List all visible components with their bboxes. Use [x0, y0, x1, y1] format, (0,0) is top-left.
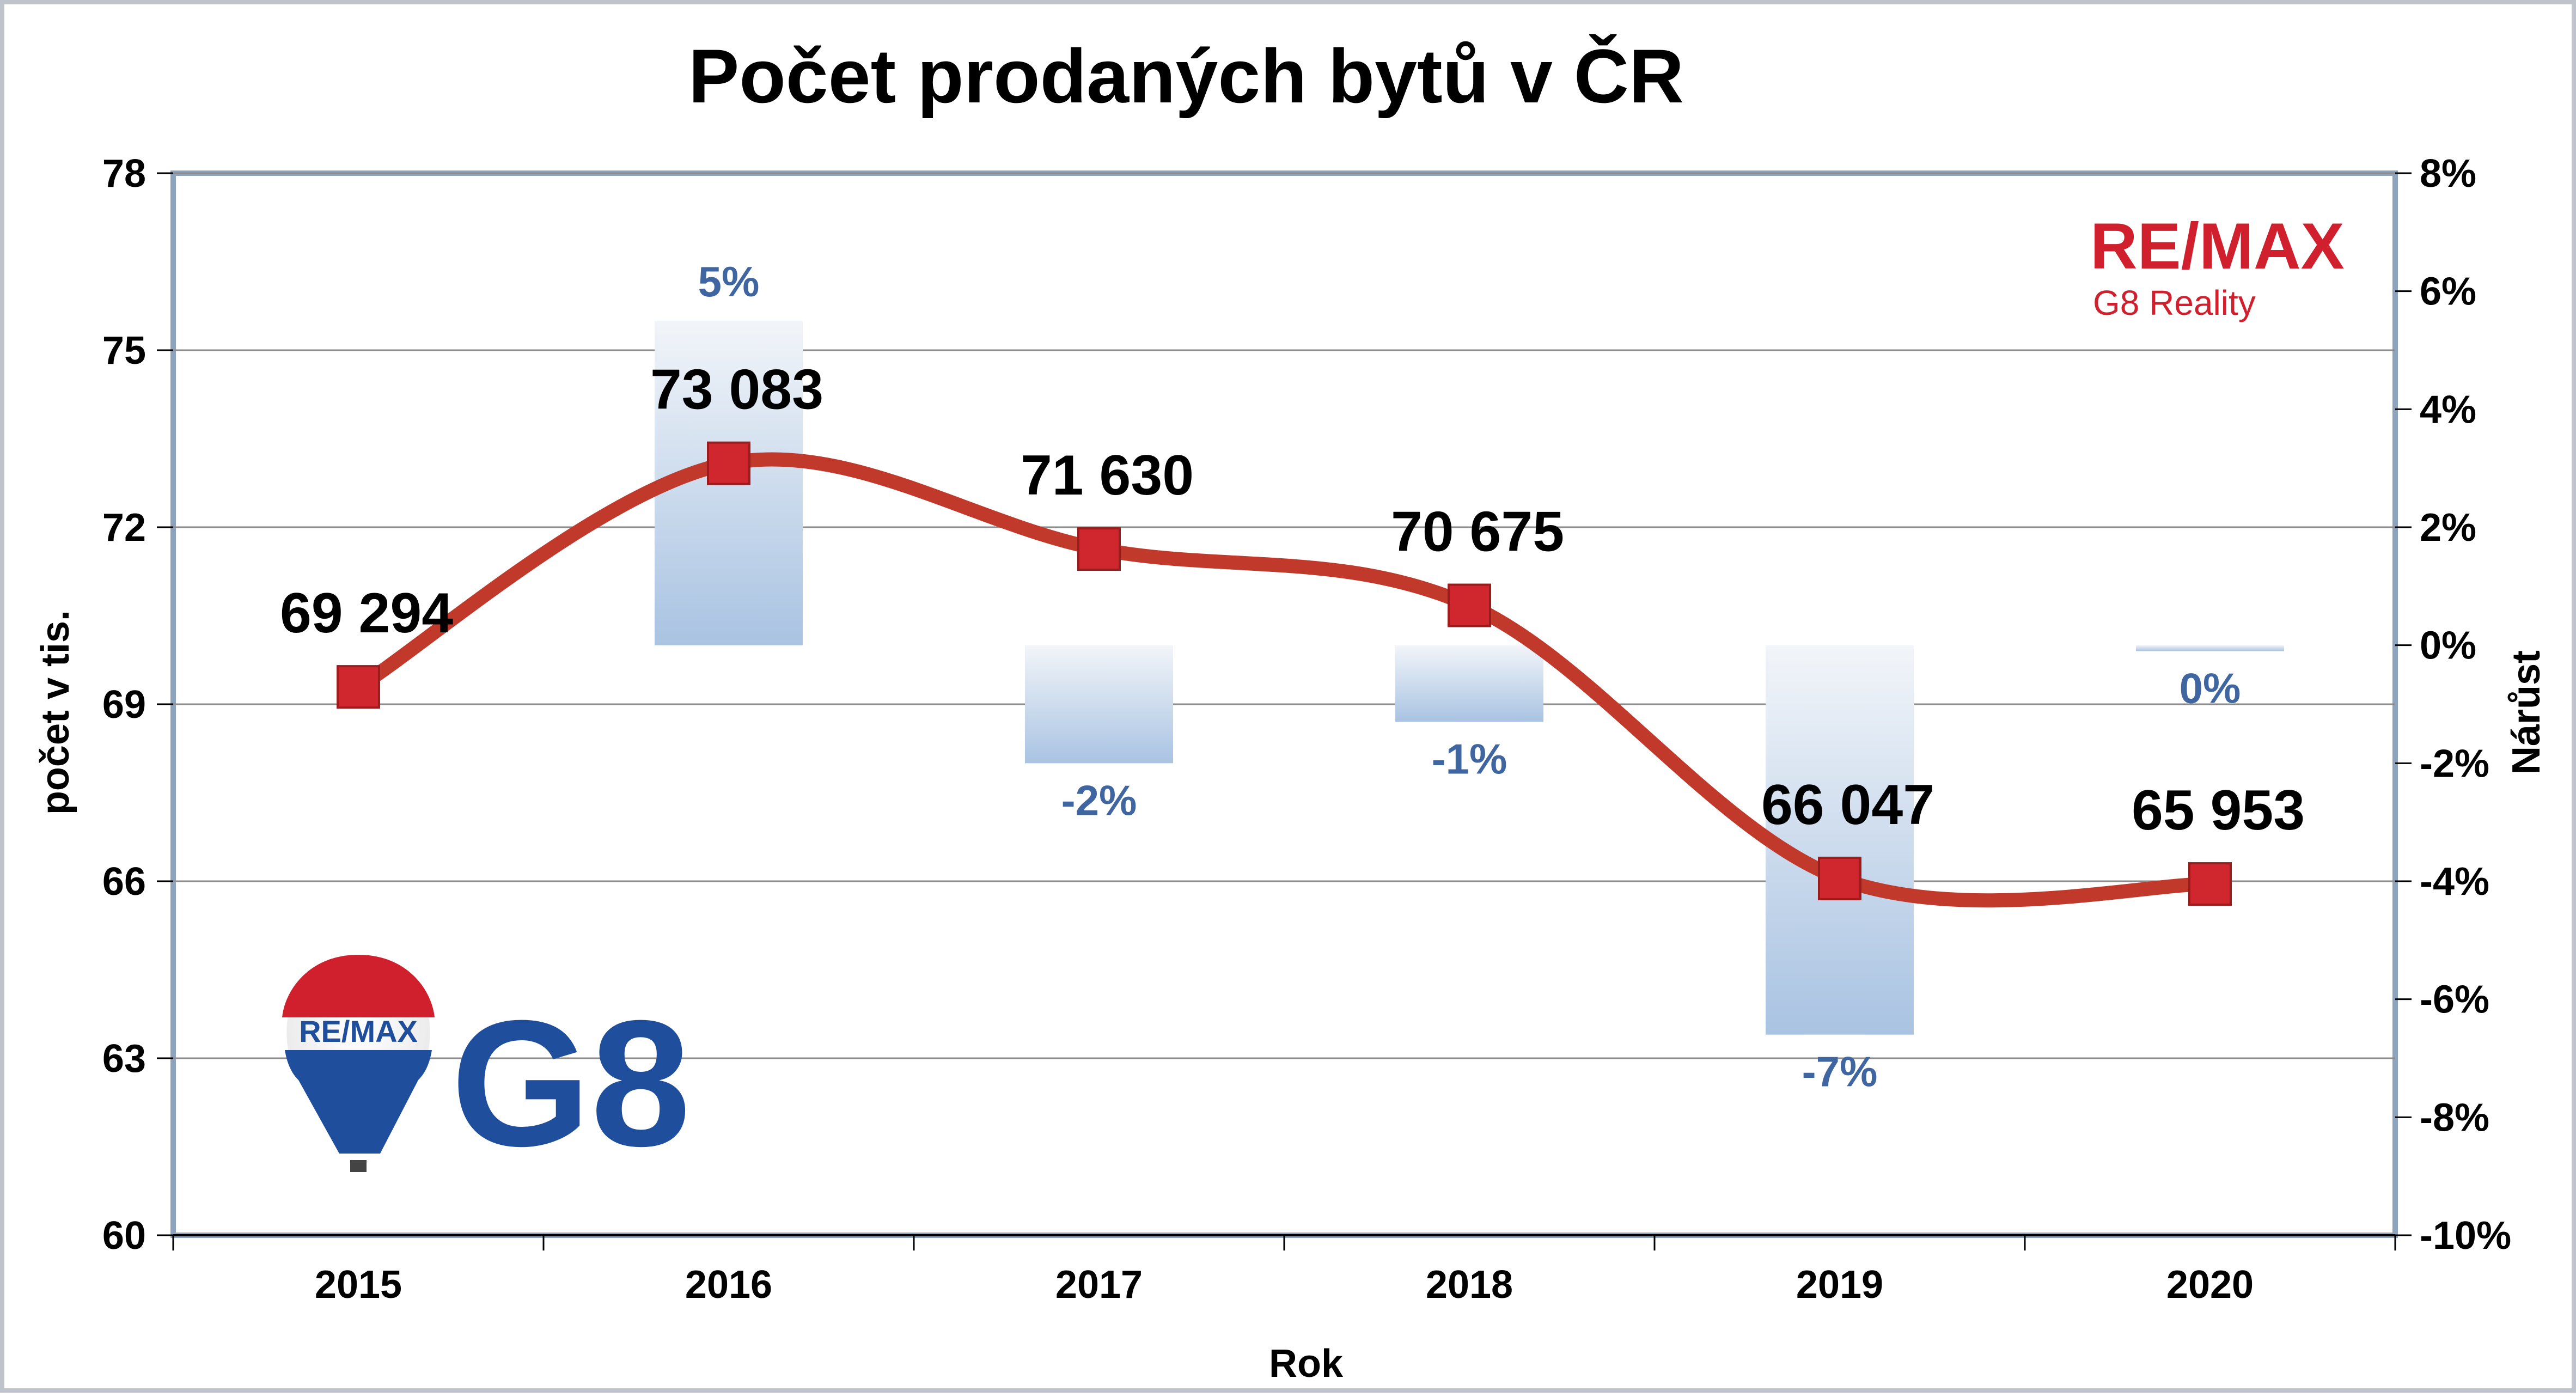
sales-marker: [1448, 583, 1491, 627]
sales-line-path: [351, 452, 2217, 908]
chart-svg: Počet prodaných bytů v ČR 5%-2%-1%-7%0%6…: [34, 33, 2548, 1386]
growth-bar: [1395, 645, 1543, 722]
growth-label: -7%: [1802, 1048, 1878, 1096]
axes: 60 63 66 69 72 75 78 -10% -8% -6% -4% -2% 0% 2% 4% 6% 8%…: [102, 152, 2511, 1307]
growth-label: 5%: [698, 258, 760, 306]
y2-tick-label: 6%: [2420, 270, 2476, 314]
growth-label: -1%: [1432, 735, 1507, 783]
sales-marker: [1077, 527, 1121, 571]
remax-logo-top: RE/MAX G8 Reality: [2090, 210, 2345, 322]
y2-tick-label: 2%: [2420, 506, 2476, 550]
growth-label: -2%: [1061, 776, 1137, 824]
x-tick-label: 2018: [1426, 1263, 1513, 1307]
x-axis-title: Rok: [1269, 1342, 1344, 1386]
y2-tick-label: -4%: [2420, 860, 2489, 904]
y-tick-label: 66: [102, 860, 146, 904]
y2-tick-label: 0%: [2420, 624, 2476, 668]
x-tick-label: 2019: [1796, 1263, 1883, 1307]
y-tick-label: 72: [102, 506, 146, 550]
y2-tick-label: 4%: [2420, 388, 2476, 431]
y2-tick-label: -6%: [2420, 978, 2489, 1022]
g8-reality-text: G8 Reality: [2093, 283, 2256, 322]
x-tick-label: 2015: [315, 1263, 402, 1307]
y-tick-label: 63: [102, 1037, 146, 1081]
y-tick-label: 75: [102, 329, 146, 373]
remax-wordmark: RE/MAX: [2090, 210, 2345, 283]
y-tick-label: 78: [102, 152, 146, 196]
sales-marker: [2188, 862, 2232, 906]
sales-value-label: 65 953: [2132, 779, 2305, 842]
chart-title: Počet prodaných bytů v ČR: [688, 33, 1684, 119]
g8-logo: G8: [451, 983, 691, 1184]
x-tick-label: 2020: [2166, 1263, 2254, 1307]
sales-value-label: 66 047: [1761, 773, 1934, 837]
x-tick-label: 2017: [1055, 1263, 1143, 1307]
balloon-logo: RE/MAX: [282, 955, 435, 1172]
sales-value-label: 71 630: [1021, 444, 1194, 507]
sales-marker: [707, 441, 750, 485]
y-axis-title: počet v tis.: [34, 610, 77, 815]
y2-tick-label: -10%: [2420, 1214, 2511, 1258]
balloon-top-band: [282, 955, 435, 1017]
sales-value-label: 69 294: [280, 582, 453, 645]
growth-bar: [2136, 645, 2284, 651]
y-tick-label: 69: [102, 683, 146, 727]
sales-value-label: 70 675: [1391, 501, 1564, 564]
y2-tick-label: -2%: [2420, 742, 2489, 785]
y2-tick-label: 8%: [2420, 152, 2476, 196]
growth-label: 0%: [2180, 664, 2241, 712]
data-labels: 5% -2% -1% -7% 0% 69 294 73 083 71 630 70 675 66 …: [280, 258, 2305, 1096]
x-tick-label: 2016: [685, 1263, 772, 1307]
balloon-wordmark: RE/MAX: [299, 1014, 418, 1048]
y2-axis-title: Nárůst: [2505, 650, 2548, 774]
balloon-basket: [350, 1160, 367, 1172]
sales-value-label: 73 083: [650, 358, 823, 422]
growth-bar: [1025, 645, 1173, 764]
sales-marker: [1818, 856, 1861, 900]
sales-line: [337, 441, 2232, 908]
sales-marker: [337, 665, 380, 709]
y2-tick-label: -8%: [2420, 1096, 2489, 1139]
y-tick-label: 60: [102, 1214, 146, 1258]
balloon-bottom-band: [285, 1050, 432, 1154]
growth-bar: [1766, 645, 1914, 1035]
